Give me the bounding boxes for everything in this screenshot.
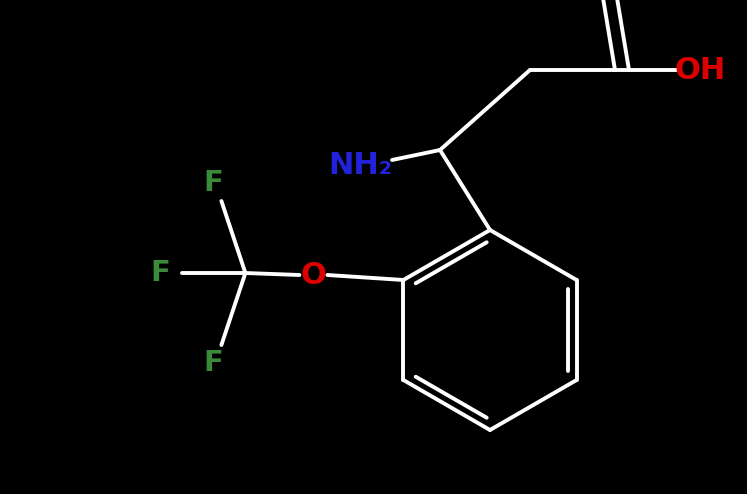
Text: O: O	[300, 260, 326, 289]
Text: F: F	[203, 349, 223, 377]
Text: F: F	[150, 259, 170, 287]
Text: OH: OH	[675, 55, 725, 84]
Text: NH₂: NH₂	[328, 151, 392, 179]
Text: F: F	[203, 169, 223, 197]
